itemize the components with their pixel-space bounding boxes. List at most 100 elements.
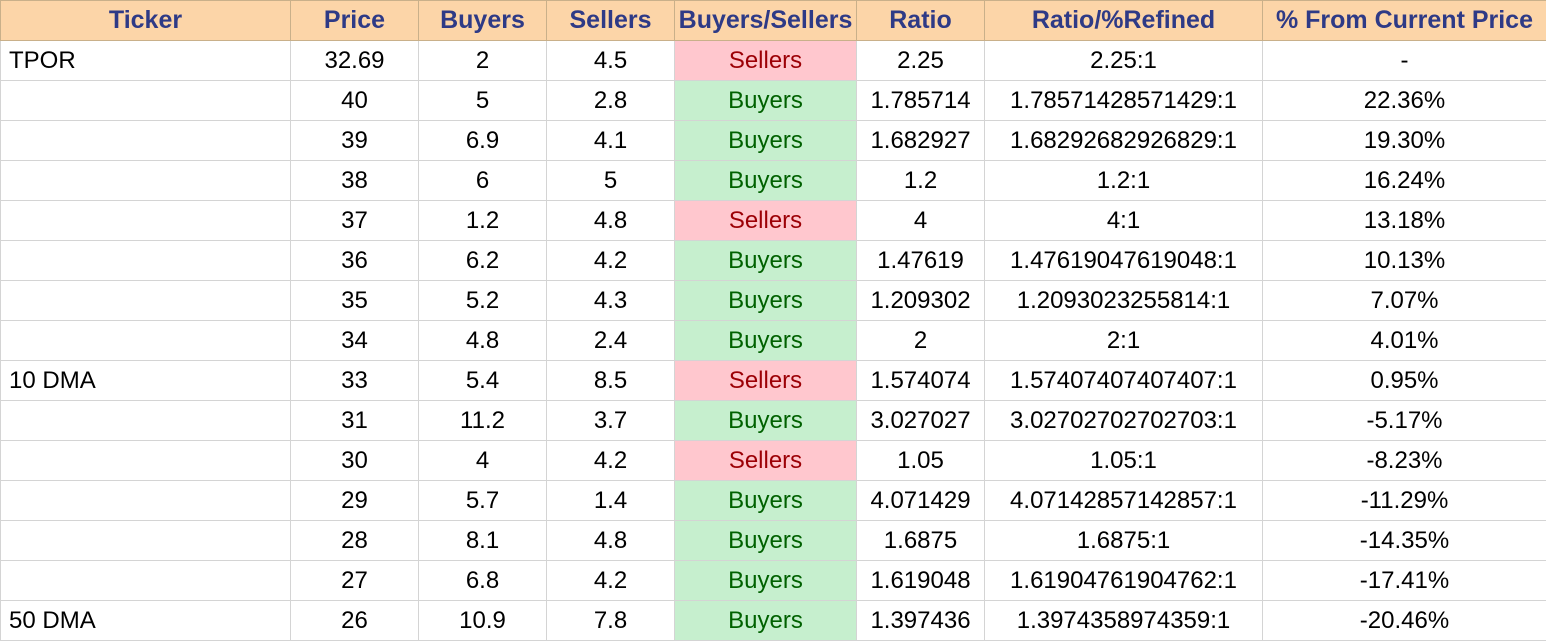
cell-price[interactable]: 39 <box>290 120 419 161</box>
cell-signal[interactable]: Buyers <box>674 280 857 321</box>
cell-ratio-refined[interactable]: 1.47619047619048:1 <box>984 240 1263 281</box>
cell-buyers[interactable]: 6.2 <box>418 240 547 281</box>
cell-pct-from-current[interactable]: 19.30% <box>1262 120 1546 161</box>
header-price[interactable]: Price <box>290 0 419 41</box>
cell-ratio-refined[interactable]: 2.25:1 <box>984 40 1263 81</box>
cell-buyers[interactable]: 5.2 <box>418 280 547 321</box>
cell-signal[interactable]: Sellers <box>674 360 857 401</box>
cell-ratio[interactable]: 2.25 <box>856 40 985 81</box>
cell-ratio[interactable]: 3.027027 <box>856 400 985 441</box>
cell-pct-from-current[interactable]: 10.13% <box>1262 240 1546 281</box>
cell-ratio[interactable]: 1.209302 <box>856 280 985 321</box>
cell-buyers[interactable]: 5.4 <box>418 360 547 401</box>
cell-ticker[interactable]: 50 DMA <box>0 600 291 641</box>
cell-ratio-refined[interactable]: 4:1 <box>984 200 1263 241</box>
cell-sellers[interactable]: 4.2 <box>546 440 675 481</box>
cell-price[interactable]: 34 <box>290 320 419 361</box>
cell-buyers[interactable]: 2 <box>418 40 547 81</box>
cell-buyers[interactable]: 5 <box>418 80 547 121</box>
cell-sellers[interactable]: 2.4 <box>546 320 675 361</box>
cell-signal[interactable]: Buyers <box>674 600 857 641</box>
cell-ticker[interactable] <box>0 440 291 481</box>
cell-sellers[interactable]: 4.5 <box>546 40 675 81</box>
cell-ratio[interactable]: 1.682927 <box>856 120 985 161</box>
cell-ratio[interactable]: 1.6875 <box>856 520 985 561</box>
cell-pct-from-current[interactable]: 4.01% <box>1262 320 1546 361</box>
cell-sellers[interactable]: 4.8 <box>546 200 675 241</box>
cell-pct-from-current[interactable]: 0.95% <box>1262 360 1546 401</box>
cell-ratio-refined[interactable]: 1.05:1 <box>984 440 1263 481</box>
cell-signal[interactable]: Buyers <box>674 560 857 601</box>
cell-pct-from-current[interactable]: 16.24% <box>1262 160 1546 201</box>
cell-price[interactable]: 37 <box>290 200 419 241</box>
cell-ratio-refined[interactable]: 1.78571428571429:1 <box>984 80 1263 121</box>
header-buyers[interactable]: Buyers <box>418 0 547 41</box>
cell-ticker[interactable] <box>0 200 291 241</box>
header-sellers[interactable]: Sellers <box>546 0 675 41</box>
cell-buyers[interactable]: 4.8 <box>418 320 547 361</box>
cell-buyers[interactable]: 8.1 <box>418 520 547 561</box>
cell-price[interactable]: 36 <box>290 240 419 281</box>
cell-ratio-refined[interactable]: 1.3974358974359:1 <box>984 600 1263 641</box>
cell-signal[interactable]: Sellers <box>674 200 857 241</box>
cell-ticker[interactable] <box>0 560 291 601</box>
cell-sellers[interactable]: 1.4 <box>546 480 675 521</box>
cell-signal[interactable]: Buyers <box>674 240 857 281</box>
cell-sellers[interactable]: 4.2 <box>546 560 675 601</box>
cell-pct-from-current[interactable]: -8.23% <box>1262 440 1546 481</box>
cell-signal[interactable]: Buyers <box>674 120 857 161</box>
cell-ratio-refined[interactable]: 1.57407407407407:1 <box>984 360 1263 401</box>
cell-ratio-refined[interactable]: 1.61904761904762:1 <box>984 560 1263 601</box>
cell-signal[interactable]: Buyers <box>674 320 857 361</box>
header-pct-from-current[interactable]: % From Current Price <box>1262 0 1546 41</box>
cell-signal[interactable]: Sellers <box>674 440 857 481</box>
cell-sellers[interactable]: 8.5 <box>546 360 675 401</box>
cell-ratio-refined[interactable]: 2:1 <box>984 320 1263 361</box>
cell-signal[interactable]: Buyers <box>674 160 857 201</box>
cell-buyers[interactable]: 10.9 <box>418 600 547 641</box>
cell-ticker[interactable] <box>0 160 291 201</box>
cell-sellers[interactable]: 7.8 <box>546 600 675 641</box>
cell-sellers[interactable]: 5 <box>546 160 675 201</box>
cell-signal[interactable]: Buyers <box>674 400 857 441</box>
cell-ratio[interactable]: 1.785714 <box>856 80 985 121</box>
cell-buyers[interactable]: 6.9 <box>418 120 547 161</box>
cell-buyers[interactable]: 1.2 <box>418 200 547 241</box>
cell-ticker[interactable]: 10 DMA <box>0 360 291 401</box>
cell-ratio-refined[interactable]: 1.6875:1 <box>984 520 1263 561</box>
cell-price[interactable]: 30 <box>290 440 419 481</box>
cell-sellers[interactable]: 4.1 <box>546 120 675 161</box>
cell-price[interactable]: 38 <box>290 160 419 201</box>
cell-pct-from-current[interactable]: -14.35% <box>1262 520 1546 561</box>
cell-pct-from-current[interactable]: 13.18% <box>1262 200 1546 241</box>
cell-pct-from-current[interactable]: -17.41% <box>1262 560 1546 601</box>
cell-ratio[interactable]: 1.619048 <box>856 560 985 601</box>
header-ratio-refined[interactable]: Ratio/%Refined <box>984 0 1263 41</box>
cell-pct-from-current[interactable]: - <box>1262 40 1546 81</box>
cell-ratio-refined[interactable]: 3.02702702702703:1 <box>984 400 1263 441</box>
cell-signal[interactable]: Buyers <box>674 520 857 561</box>
cell-price[interactable]: 40 <box>290 80 419 121</box>
cell-sellers[interactable]: 3.7 <box>546 400 675 441</box>
cell-price[interactable]: 28 <box>290 520 419 561</box>
cell-ratio[interactable]: 4.071429 <box>856 480 985 521</box>
cell-signal[interactable]: Buyers <box>674 480 857 521</box>
cell-buyers[interactable]: 4 <box>418 440 547 481</box>
cell-price[interactable]: 26 <box>290 600 419 641</box>
cell-ticker[interactable] <box>0 80 291 121</box>
cell-price[interactable]: 32.69 <box>290 40 419 81</box>
cell-pct-from-current[interactable]: -5.17% <box>1262 400 1546 441</box>
cell-ratio[interactable]: 1.397436 <box>856 600 985 641</box>
cell-price[interactable]: 27 <box>290 560 419 601</box>
cell-buyers[interactable]: 6 <box>418 160 547 201</box>
cell-ratio[interactable]: 4 <box>856 200 985 241</box>
cell-ticker[interactable] <box>0 400 291 441</box>
cell-ratio-refined[interactable]: 1.68292682926829:1 <box>984 120 1263 161</box>
cell-ticker[interactable] <box>0 520 291 561</box>
cell-signal[interactable]: Buyers <box>674 80 857 121</box>
cell-ticker[interactable]: TPOR <box>0 40 291 81</box>
cell-buyers[interactable]: 6.8 <box>418 560 547 601</box>
cell-ratio-refined[interactable]: 1.2:1 <box>984 160 1263 201</box>
header-ratio[interactable]: Ratio <box>856 0 985 41</box>
cell-pct-from-current[interactable]: -20.46% <box>1262 600 1546 641</box>
